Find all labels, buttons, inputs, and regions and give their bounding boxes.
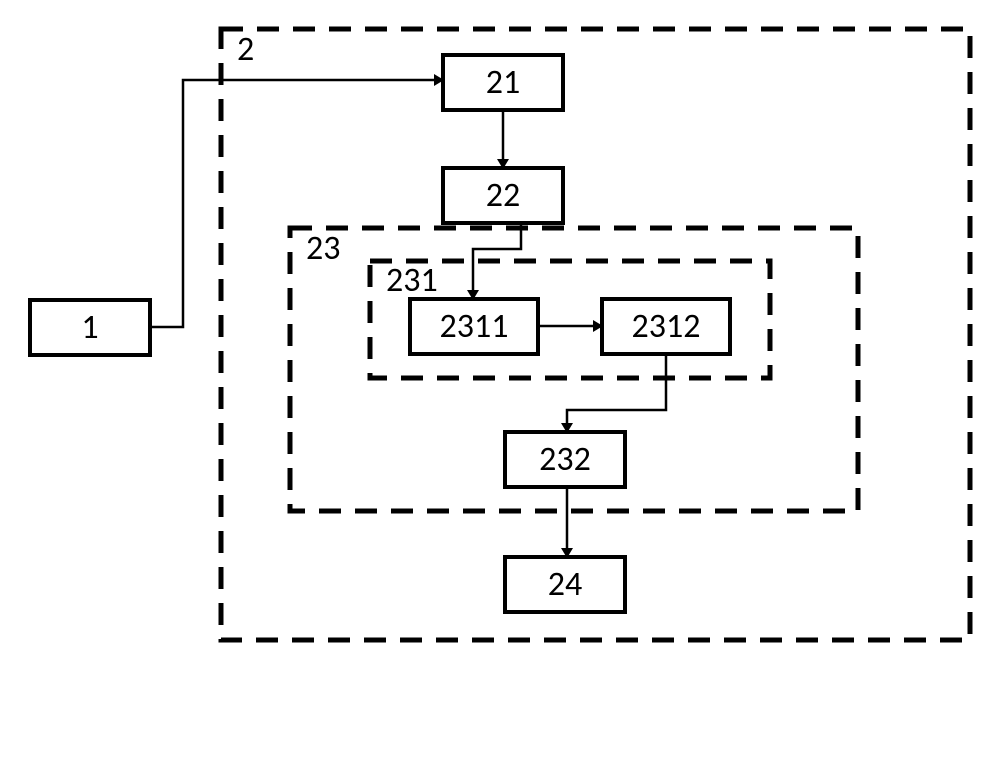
node-label-2311: 2311 bbox=[440, 306, 509, 347]
node-label-1: 1 bbox=[81, 307, 98, 348]
node-label-232: 232 bbox=[539, 439, 591, 480]
group-label-23: 23 bbox=[306, 228, 340, 269]
group-label-2: 2 bbox=[237, 29, 254, 70]
group-2 bbox=[221, 29, 970, 640]
arrow-4 bbox=[567, 354, 666, 432]
node-label-2312: 2312 bbox=[632, 306, 701, 347]
node-label-24: 24 bbox=[548, 564, 582, 605]
node-label-21: 21 bbox=[486, 62, 520, 103]
node-label-22: 22 bbox=[486, 175, 520, 216]
group-label-231: 231 bbox=[386, 260, 438, 301]
